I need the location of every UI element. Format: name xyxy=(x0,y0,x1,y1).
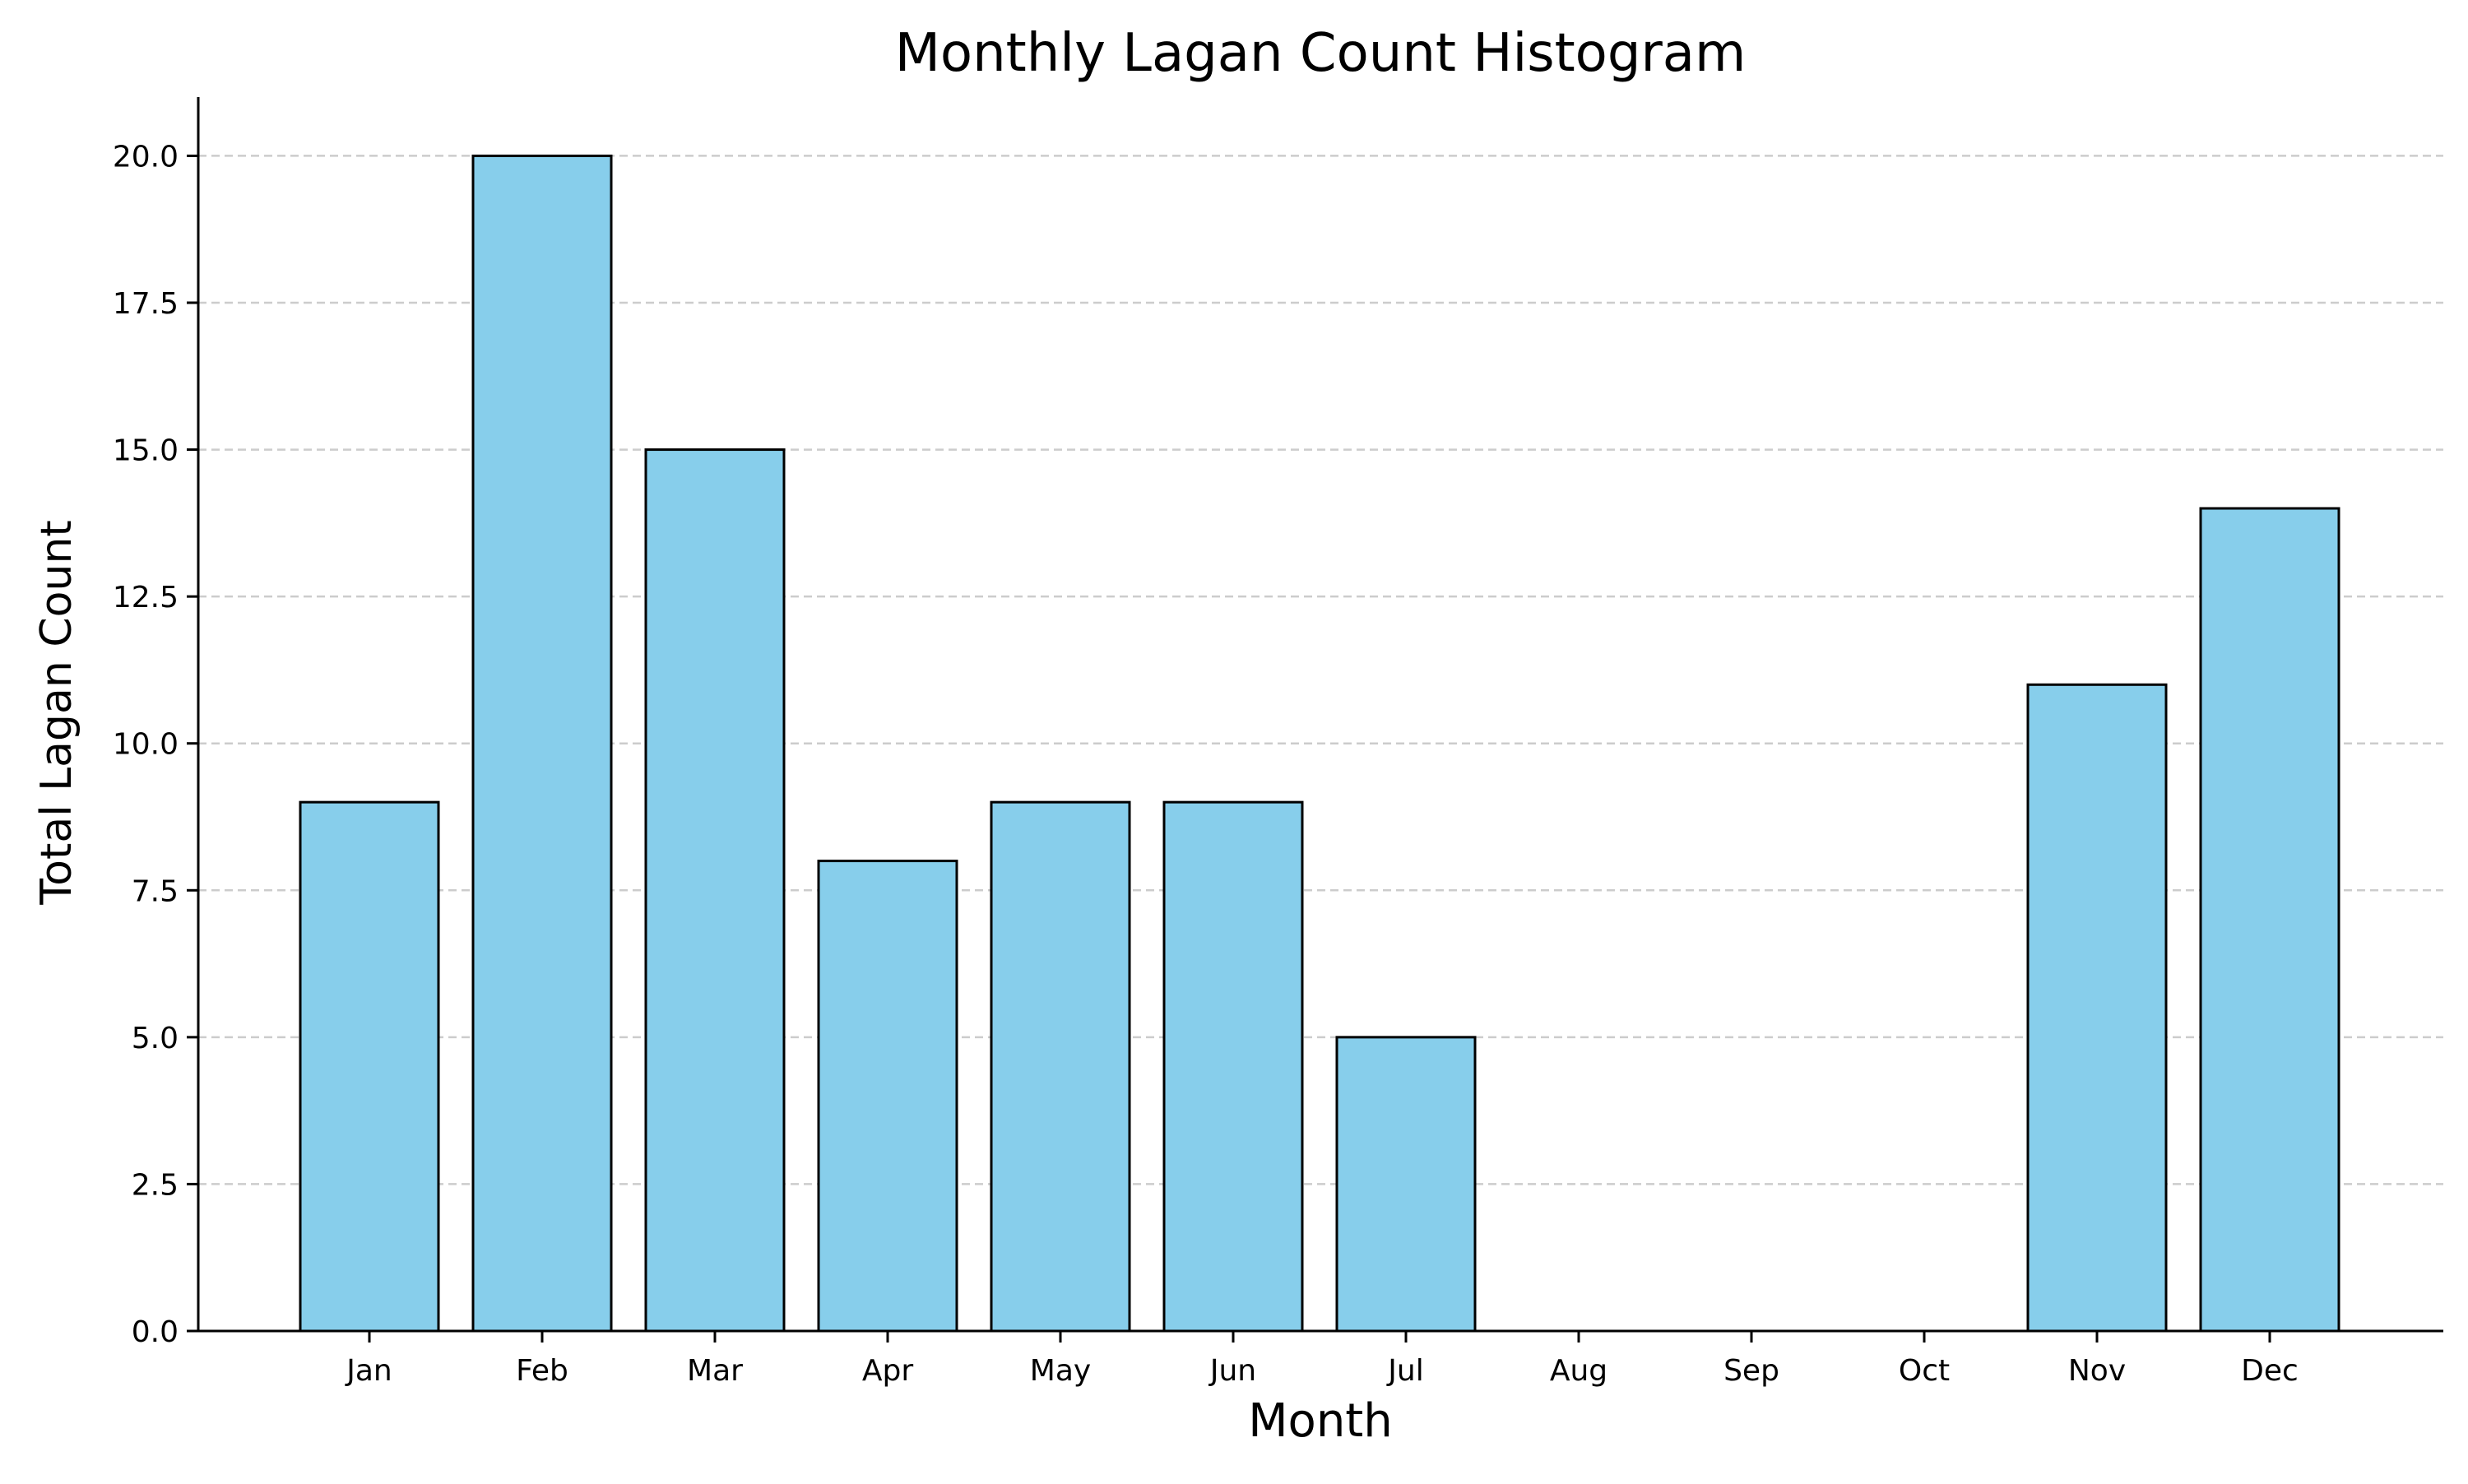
x-tick-label: Jun xyxy=(1208,1354,1256,1388)
y-tick-label: 2.5 xyxy=(132,1168,179,1202)
x-axis-label: Month xyxy=(1248,1394,1393,1448)
x-tick-label: Dec xyxy=(2241,1354,2299,1388)
bar-jul xyxy=(1335,1036,1477,1333)
x-tick-label: Apr xyxy=(862,1354,913,1388)
bar-nov xyxy=(2026,683,2168,1333)
y-ticks: 0.0 2.5 5.0 7.5 10.0 12.5 15.0 17.5 20.0 xyxy=(113,140,198,1349)
y-tick-label: 12.5 xyxy=(113,581,179,614)
y-tick-label: 0.0 xyxy=(132,1315,179,1349)
y-tick-label: 5.0 xyxy=(132,1022,179,1055)
bar-feb xyxy=(471,154,613,1333)
x-tick-label: Sep xyxy=(1723,1354,1779,1388)
y-tick-label: 7.5 xyxy=(132,874,179,908)
x-tick-label: Jul xyxy=(1386,1354,1423,1388)
x-tick-label: Oct xyxy=(1899,1354,1950,1388)
bar-mar xyxy=(644,448,786,1333)
bar-apr xyxy=(817,860,958,1333)
bar-jan xyxy=(299,800,440,1333)
y-tick-label: 15.0 xyxy=(113,434,179,468)
y-tick-label: 10.0 xyxy=(113,728,179,762)
x-tick-label: Mar xyxy=(687,1354,743,1388)
bars xyxy=(299,154,2340,1333)
x-tick-label: Jan xyxy=(345,1354,392,1388)
chart-title: Monthly Lagan Count Histogram xyxy=(895,23,1747,84)
x-tick-label: May xyxy=(1030,1354,1091,1388)
y-axis-label: Total Lagan Count xyxy=(32,520,81,906)
bar-jun xyxy=(1162,800,1304,1333)
x-tick-label: Feb xyxy=(516,1354,568,1388)
y-tick-label: 17.5 xyxy=(113,287,179,321)
x-tick-label: Aug xyxy=(1550,1354,1607,1388)
x-ticks: Jan Feb Mar Apr May Jun Jul Aug Sep Oct Nov Dec xyxy=(345,1331,2299,1388)
x-tick-label: Nov xyxy=(2068,1354,2126,1388)
bar-dec xyxy=(2199,507,2340,1333)
y-tick-label: 20.0 xyxy=(113,140,179,174)
bar-may xyxy=(990,800,1131,1333)
